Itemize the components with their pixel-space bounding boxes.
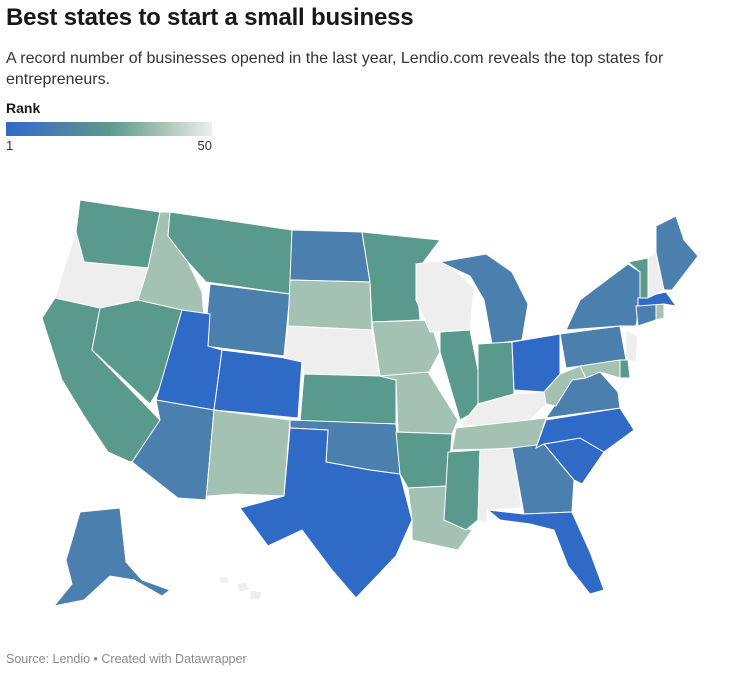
states-layer xyxy=(41,199,699,607)
state-AK[interactable] xyxy=(52,507,172,607)
state-RI[interactable] xyxy=(655,303,665,321)
state-ME[interactable] xyxy=(655,215,699,291)
state-VT[interactable] xyxy=(626,257,649,299)
state-CT[interactable] xyxy=(635,303,657,327)
legend-labels: 1 50 xyxy=(6,136,216,153)
state-TX[interactable] xyxy=(239,427,413,599)
state-SD[interactable] xyxy=(287,279,373,331)
state-WV[interactable] xyxy=(543,365,587,407)
legend-max-label: 50 xyxy=(197,138,212,153)
state-AR[interactable] xyxy=(395,431,453,489)
chart-subtitle: A record number of businesses opened in … xyxy=(6,50,664,88)
state-NC[interactable] xyxy=(535,407,635,453)
state-DE[interactable] xyxy=(619,359,631,379)
state-NM[interactable] xyxy=(205,409,291,501)
state-KS[interactable] xyxy=(299,373,397,425)
source-note: Source: Lendio • Created with Datawrappe… xyxy=(6,652,247,666)
legend-min-label: 1 xyxy=(6,138,14,153)
state-WA[interactable] xyxy=(75,199,161,269)
state-MD[interactable] xyxy=(579,359,621,379)
state-IA[interactable] xyxy=(371,319,441,377)
state-FL[interactable] xyxy=(486,509,605,595)
state-ND[interactable] xyxy=(289,229,371,283)
state-NJ[interactable] xyxy=(625,329,639,363)
state-WY[interactable] xyxy=(203,283,291,357)
state-MA[interactable] xyxy=(637,291,678,307)
state-IN[interactable] xyxy=(477,341,515,405)
state-HI[interactable] xyxy=(217,575,263,601)
legend-title: Rank xyxy=(6,100,41,116)
chart-title: Best states to start a small business xyxy=(6,4,414,31)
state-MS[interactable] xyxy=(443,449,481,531)
state-CO[interactable] xyxy=(213,349,303,419)
state-NY[interactable] xyxy=(565,263,641,331)
color-legend: Rank 1 50 xyxy=(6,100,216,153)
legend-gradient-bar xyxy=(6,122,212,136)
